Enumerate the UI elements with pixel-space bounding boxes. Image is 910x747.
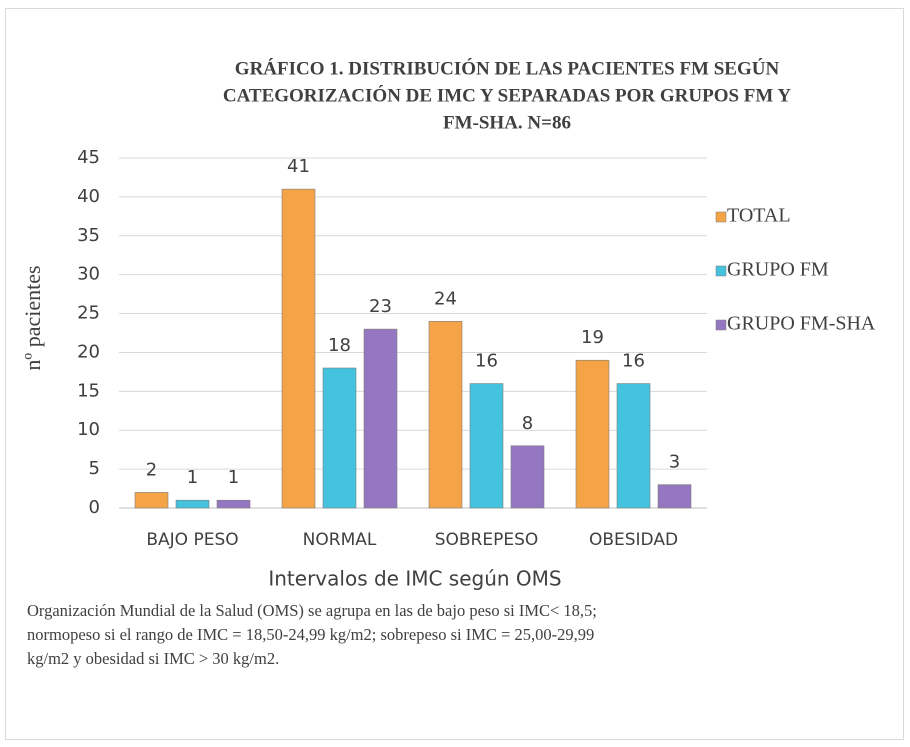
data-label: 41: [287, 156, 310, 177]
x-tick-label: NORMAL: [303, 530, 377, 550]
chart-title: FM-SHA. N=86: [443, 112, 571, 133]
bar: [216, 499, 251, 509]
y-tick-label: 35: [77, 225, 100, 246]
y-tick-label: 45: [77, 147, 100, 168]
bar: [469, 383, 504, 509]
legend-swatch: [715, 319, 727, 331]
data-label: 24: [434, 288, 457, 309]
data-label: 3: [669, 452, 680, 473]
x-axis-title: Intervalos de IMC según OMS: [268, 567, 561, 591]
data-label: 1: [228, 467, 239, 488]
data-label: 19: [581, 327, 604, 348]
y-tick-label: 30: [77, 264, 100, 285]
bar: [657, 484, 692, 509]
y-tick-label: 20: [77, 341, 100, 362]
data-label: 1: [187, 467, 198, 488]
y-tick-label: 15: [77, 380, 100, 401]
data-label: 16: [622, 351, 645, 372]
bar: [510, 445, 545, 509]
legend-swatch: [715, 265, 727, 277]
x-tick-label: SOBREPESO: [435, 530, 539, 550]
chart-title: GRÁFICO 1. DISTRIBUCIÓN DE LAS PACIENTES…: [235, 57, 780, 79]
y-axis-title: nº pacientes: [20, 265, 45, 370]
bar: [575, 359, 610, 509]
caption-line: normopeso si el rango de IMC = 18,50-24,…: [27, 625, 594, 644]
bar: [281, 188, 316, 509]
caption-line: kg/m2 y obesidad si IMC > 30 kg/m2.: [27, 649, 279, 668]
legend-label: TOTAL: [727, 205, 791, 227]
bar: [428, 321, 463, 509]
y-tick-label: 25: [77, 303, 100, 324]
y-tick-label: 10: [77, 419, 100, 440]
data-label: 18: [328, 335, 351, 356]
bar: [363, 328, 398, 509]
y-tick-label: 5: [89, 458, 100, 479]
data-label: 23: [369, 296, 392, 317]
x-tick-label: OBESIDAD: [589, 530, 678, 550]
bar: [616, 383, 651, 509]
caption-line: Organización Mundial de la Salud (OMS) s…: [27, 601, 597, 620]
chart-title: CATEGORIZACIÓN DE IMC Y SEPARADAS POR GR…: [223, 84, 792, 106]
legend-label: GRUPO FM: [727, 259, 829, 281]
y-tick-label: 40: [77, 186, 100, 207]
y-tick-label: 0: [89, 497, 100, 518]
bar: [175, 499, 210, 509]
data-label: 8: [522, 413, 533, 434]
data-label: 16: [475, 351, 498, 372]
x-tick-label: BAJO PESO: [146, 530, 238, 550]
legend-label: GRUPO FM-SHA: [727, 313, 876, 335]
bar: [322, 367, 357, 509]
bar: [134, 492, 169, 509]
data-label: 2: [146, 459, 157, 480]
legend-swatch: [715, 211, 727, 223]
